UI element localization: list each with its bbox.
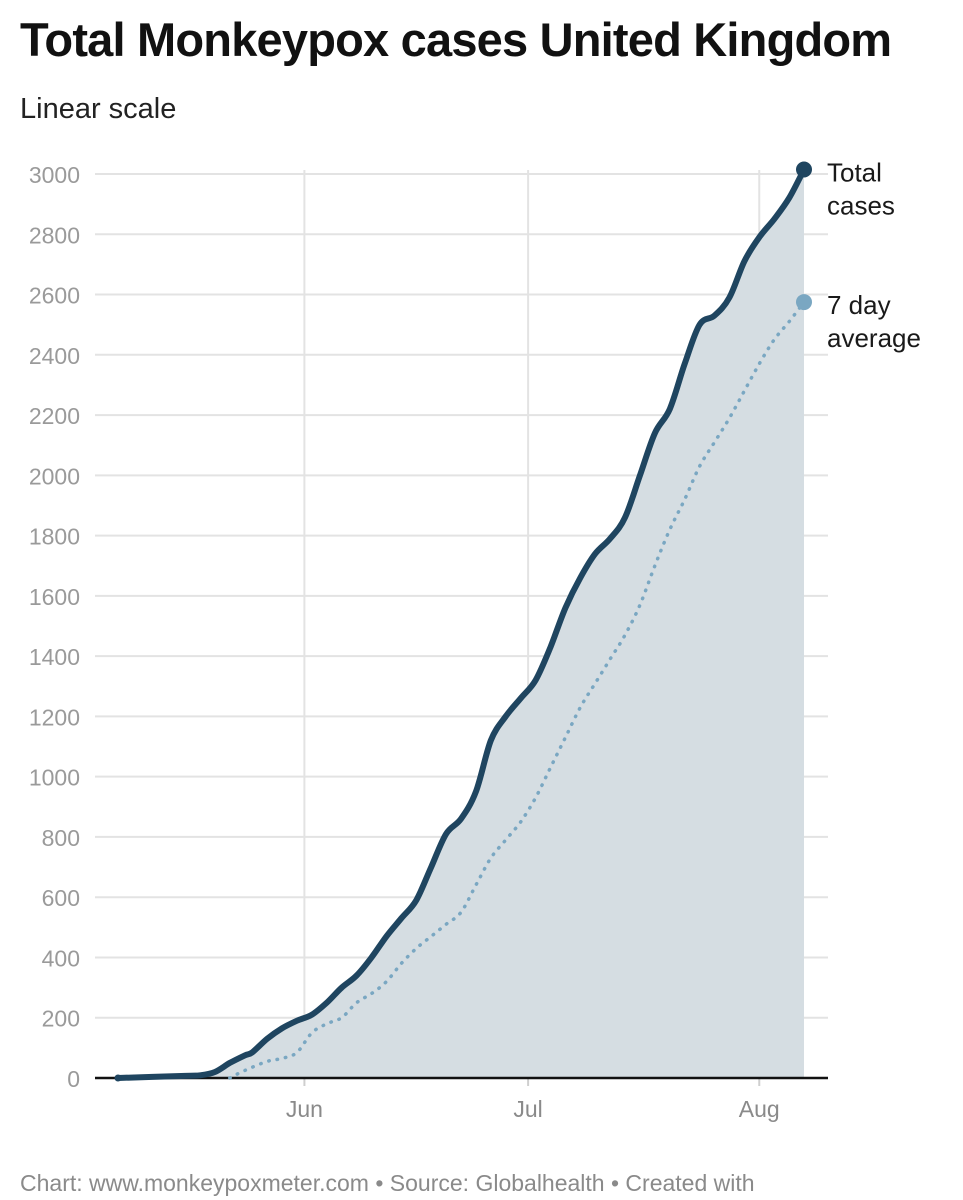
y-tick-label: 2200 — [29, 403, 80, 429]
total-end-marker — [796, 161, 812, 178]
chart-credit: Chart: www.monkeypoxmeter.com • Source: … — [20, 1170, 755, 1196]
axes: 0 200 400 600 800 1000 1200 1400 1600 1800 2000 220… — [29, 162, 828, 1122]
y-tick-label: 3000 — [29, 162, 80, 188]
total-cases-line — [115, 166, 807, 1081]
area-fill — [118, 169, 804, 1078]
y-tick-label: 200 — [42, 1006, 80, 1032]
y-tick-label: 2400 — [29, 343, 80, 369]
seven-day-average-line — [228, 300, 806, 1080]
y-tick-label: 0 — [67, 1066, 80, 1092]
chart-subtitle: Linear scale — [20, 93, 177, 125]
y-tick-label: 600 — [42, 885, 80, 911]
y-tick-label: 1400 — [29, 644, 80, 670]
average-series-label: 7 day average — [827, 290, 921, 353]
y-tick-label: 1600 — [29, 584, 80, 610]
x-tick-label: Jul — [513, 1096, 542, 1122]
y-tick-label: 2600 — [29, 283, 80, 309]
start-point-marker — [114, 1074, 122, 1082]
y-tick-label: 2800 — [29, 222, 80, 248]
y-tick-label: 1200 — [29, 704, 80, 730]
y-tick-label: 1800 — [29, 524, 80, 550]
y-tick-label: 1000 — [29, 765, 80, 791]
y-tick-label: 2000 — [29, 463, 80, 489]
x-tick-label: Jun — [286, 1096, 323, 1122]
series — [115, 166, 807, 1081]
end-labels: Total cases 7 day average — [114, 157, 921, 1082]
cases-chart: 0 200 400 600 800 1000 1200 1400 1600 1800 2000 220… — [29, 157, 921, 1122]
total-series-label: Total cases — [827, 157, 895, 220]
y-tick-label: 800 — [42, 825, 80, 851]
total-cases-area — [118, 169, 804, 1078]
average-end-marker — [796, 294, 812, 311]
x-tick-label: Aug — [739, 1096, 780, 1122]
chart-title: Total Monkeypox cases United Kingdom — [20, 13, 892, 66]
y-tick-label: 400 — [42, 945, 80, 971]
